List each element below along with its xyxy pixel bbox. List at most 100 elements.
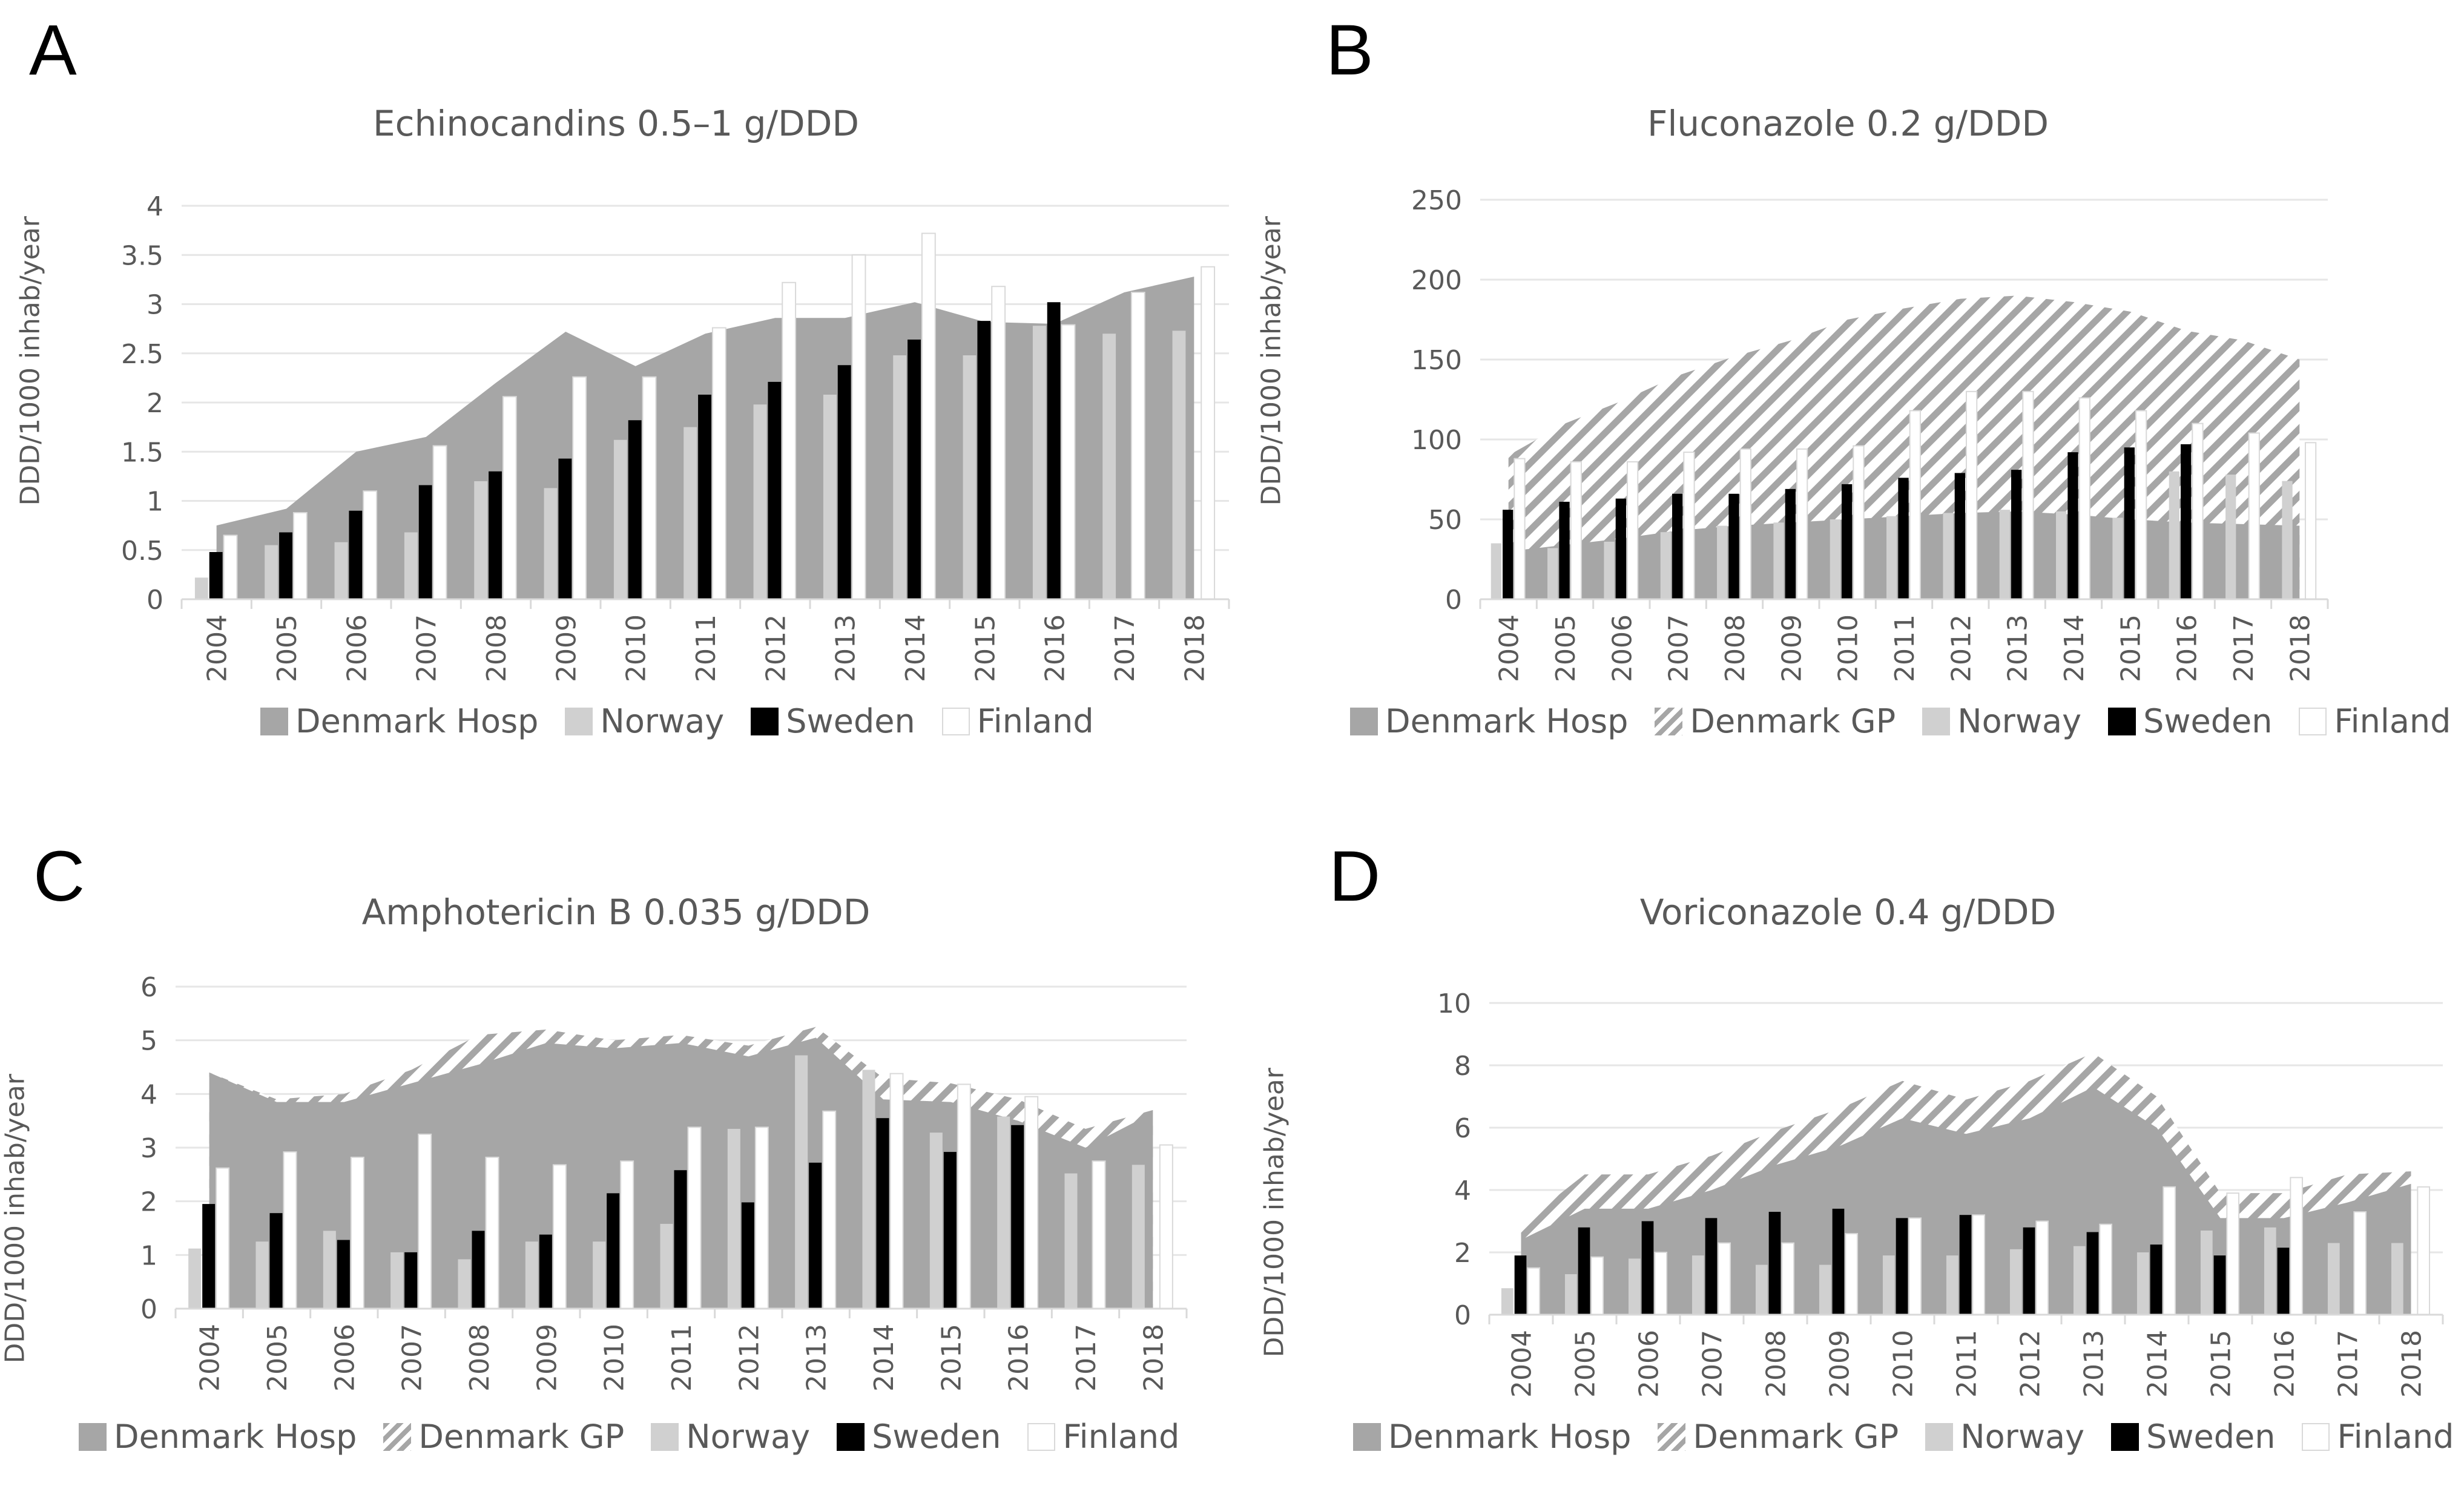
bar-sweden (1785, 488, 1796, 599)
bar-finland (1092, 1160, 1106, 1310)
legend-item-norway: Norway (651, 1418, 810, 1456)
panel-letter-a: A (29, 10, 77, 90)
bar-sweden (1615, 498, 1626, 599)
bar-finland (1024, 1096, 1039, 1309)
legend-item-sweden: Sweden (837, 1418, 1001, 1456)
area-denmark_hosp (1521, 1087, 2411, 1315)
legend-label-norway: Norway (1957, 702, 2082, 740)
legend-swatch-denmark_hosp (260, 707, 288, 735)
x-tick-label: 2008 (481, 614, 512, 682)
bar-norway (1132, 1165, 1145, 1309)
bar-finland (1527, 1267, 1541, 1315)
y-tick-label: 3.5 (121, 240, 163, 271)
legend-swatch-denmark_hosp (79, 1422, 107, 1451)
bar-finland (572, 376, 587, 600)
bar-norway (458, 1259, 471, 1309)
bar-norway (544, 488, 558, 599)
x-tick-label: 2007 (412, 614, 443, 682)
legend-swatch-sweden (2111, 1422, 2140, 1451)
legend-a: Denmark Hosp Norway Sweden Finland (260, 702, 1094, 740)
x-tick-label: 2008 (464, 1324, 495, 1392)
bar-norway (862, 1070, 875, 1309)
y-tick-label: 0.5 (121, 536, 163, 567)
bar-finland (350, 1156, 364, 1310)
x-tick-label: 2016 (2172, 614, 2203, 682)
bar-sweden (269, 1213, 283, 1309)
legend-swatch-finland (941, 707, 970, 735)
legend-label-sweden: Sweden (872, 1418, 1001, 1456)
bar-finland (1965, 390, 1978, 600)
bar-finland (1853, 445, 1865, 600)
bar-finland (2022, 390, 2034, 600)
legend-swatch-denmark_hosp (1353, 1422, 1381, 1451)
y-tick-label: 250 (1411, 185, 1462, 216)
legend-label-finland: Finland (977, 702, 1094, 740)
legend-item-finland: Finland (2299, 702, 2451, 740)
bar-finland (1739, 448, 1751, 600)
bar-norway (1564, 1274, 1577, 1315)
chart-title-d: Voriconazole 0.4 g/DDD (1639, 892, 2057, 933)
bar-sweden (418, 485, 432, 599)
bar-norway (929, 1133, 943, 1309)
x-tick-label: 2015 (936, 1324, 967, 1392)
y-tick-label: 1 (140, 1240, 157, 1271)
bar-finland (1061, 324, 1076, 600)
x-tick-label: 2015 (2115, 614, 2146, 682)
y-tick-label: 4 (140, 1079, 157, 1110)
bar-norway (1755, 1264, 1768, 1315)
bar-norway (1819, 1264, 1831, 1315)
legend-swatch-sweden (2108, 707, 2136, 735)
bar-norway (613, 439, 627, 599)
y-tick-label: 1.5 (121, 437, 163, 468)
bar-sweden (977, 321, 991, 599)
x-tick-label: 2011 (1889, 614, 1920, 682)
bar-finland (2353, 1211, 2367, 1315)
bar-sweden (472, 1231, 485, 1309)
y-tick-label: 0 (1454, 1300, 1471, 1331)
bar-norway (1064, 1173, 1078, 1309)
x-tick-label: 2013 (2079, 1330, 2110, 1398)
bar-sweden (558, 458, 572, 599)
x-tick-label: 2010 (599, 1324, 630, 1392)
y-tick-label: 2 (147, 388, 163, 419)
legend-label-norway: Norway (686, 1418, 811, 1456)
y-tick-label: 0 (1445, 585, 1462, 616)
x-tick-label: 2004 (202, 614, 233, 682)
x-tick-label: 2014 (2143, 1330, 2173, 1398)
bar-finland (851, 254, 866, 600)
bar-norway (1943, 513, 1954, 599)
y-tick-label: 2 (140, 1187, 157, 1218)
bar-norway (1547, 548, 1558, 599)
x-tick-label: 2018 (2397, 1330, 2428, 1398)
legend-label-norway: Norway (600, 702, 725, 740)
legend-label-sweden: Sweden (786, 702, 915, 740)
panel-letter-d: D (1329, 837, 1381, 916)
bar-finland (1972, 1214, 1986, 1316)
x-tick-label: 2008 (1720, 614, 1751, 682)
y-tick-label: 5 (140, 1026, 157, 1057)
bar-finland (363, 490, 378, 600)
bar-norway (753, 404, 767, 599)
bar-sweden (628, 420, 642, 599)
bar-sweden (943, 1152, 957, 1309)
x-tick-label: 2018 (1138, 1324, 1169, 1392)
x-tick-label: 2017 (1071, 1324, 1102, 1392)
bar-norway (1946, 1255, 1958, 1315)
x-tick-label: 2007 (1664, 614, 1695, 682)
bar-norway (963, 355, 977, 599)
x-tick-label: 2010 (1833, 614, 1864, 682)
x-tick-label: 2004 (1507, 1330, 1538, 1398)
x-tick-label: 2014 (900, 614, 931, 682)
bar-finland (502, 396, 517, 600)
y-tick-label: 3 (140, 1133, 157, 1164)
bar-sweden (2086, 1232, 2099, 1315)
bar-norway (593, 1241, 606, 1309)
legend-item-finland: Finland (1027, 1418, 1179, 1456)
bar-finland (2035, 1220, 2049, 1315)
bar-sweden (876, 1118, 889, 1309)
legend-swatch-denmark_gp (1655, 707, 1683, 735)
x-tick-label: 2009 (1776, 614, 1807, 682)
legend-d: Denmark Hosp Denmark GP Norway Sweden Finlan… (1353, 1418, 2454, 1456)
bar-finland (687, 1126, 702, 1309)
bar-finland (822, 1110, 837, 1309)
